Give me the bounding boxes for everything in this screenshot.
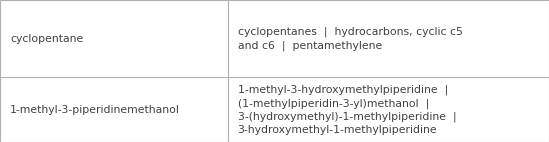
Text: cyclopentanes  |  hydrocarbons, cyclic c5
and c6  |  pentamethylene: cyclopentanes | hydrocarbons, cyclic c5 … xyxy=(238,27,463,51)
Text: 1-methyl-3-piperidinemethanol: 1-methyl-3-piperidinemethanol xyxy=(10,105,180,115)
Text: cyclopentane: cyclopentane xyxy=(10,34,83,44)
Text: 1-methyl-3-hydroxymethylpiperidine  |
(1-methylpiperidin-3-yl)methanol  |
3-(hyd: 1-methyl-3-hydroxymethylpiperidine | (1-… xyxy=(238,85,456,135)
